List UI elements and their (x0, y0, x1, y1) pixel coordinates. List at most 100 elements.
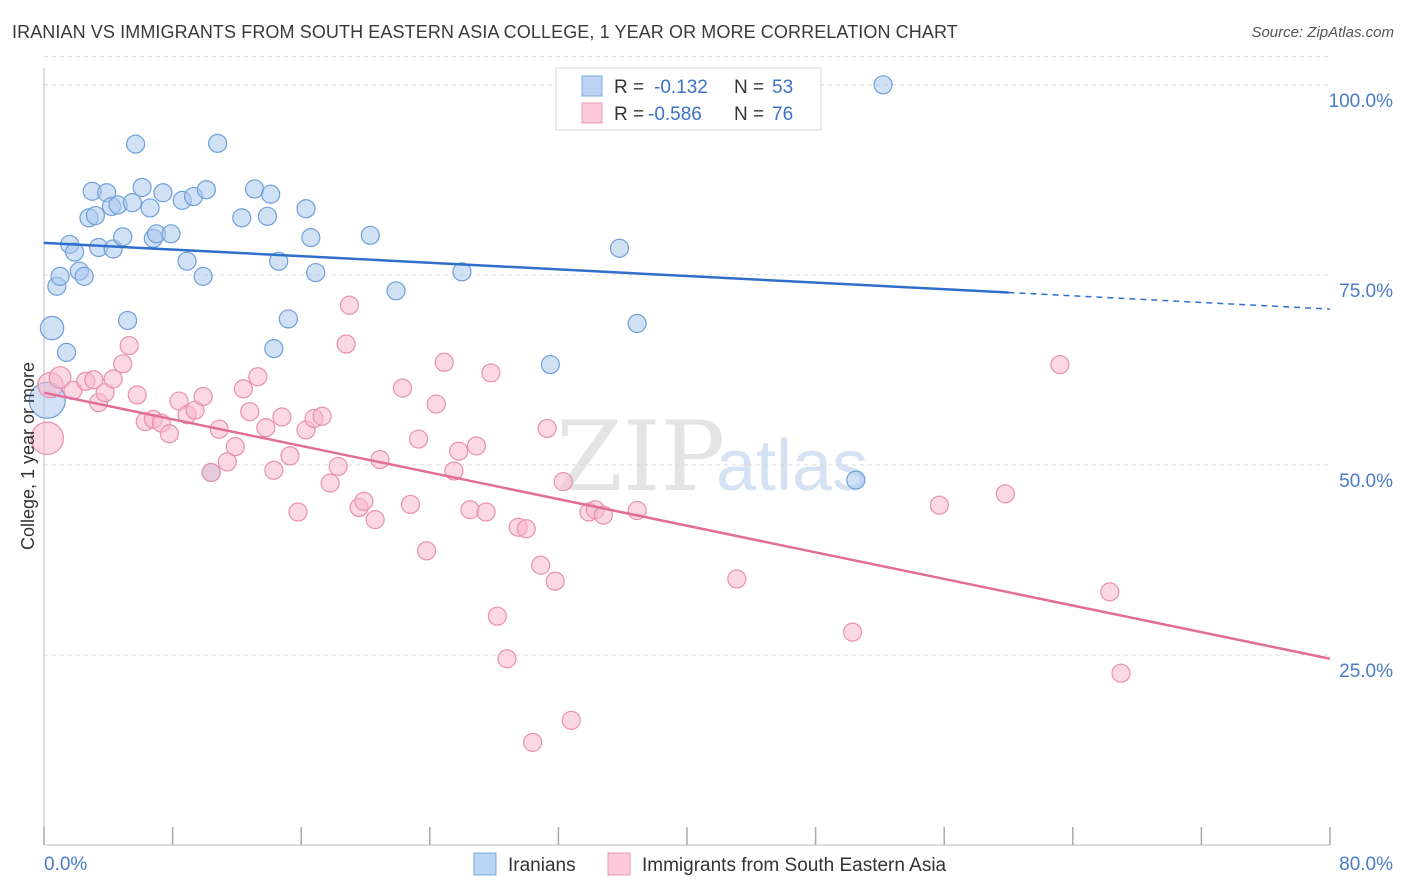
legend-label-sea: Immigrants from South Eastern Asia (642, 855, 947, 876)
stats-r-label-1: R = (614, 77, 644, 98)
legend-swatch-sea (607, 852, 631, 876)
point-south-eastern-asia (995, 484, 1015, 504)
point-iranians (74, 266, 94, 286)
point-south-eastern-asia (30, 421, 65, 456)
point-south-eastern-asia (328, 456, 348, 477)
x-tick-label-min: 0.0% (44, 854, 87, 875)
point-south-eastern-asia (320, 473, 340, 493)
point-iranians (269, 251, 289, 271)
point-south-eastern-asia (240, 402, 260, 422)
y-tick-label: 100.0% (1329, 91, 1394, 112)
point-south-eastern-asia (339, 295, 360, 315)
stats-legend-swatch-sea (581, 102, 603, 124)
point-south-eastern-asia (553, 472, 573, 492)
point-south-eastern-asia (1100, 582, 1120, 602)
point-iranians (627, 313, 647, 334)
chart-title: IRANIAN VS IMMIGRANTS FROM SOUTH EASTERN… (12, 22, 958, 42)
point-south-eastern-asia (280, 446, 300, 466)
stats-legend-swatch-iranians (581, 75, 603, 97)
point-south-eastern-asia (113, 354, 133, 374)
point-south-eastern-asia (449, 441, 469, 461)
stats-r-value-2: -0.586 (648, 104, 702, 125)
point-south-eastern-asia (497, 649, 517, 669)
y-tick-label: 50.0% (1339, 471, 1393, 492)
watermark-zip: ZIP (556, 401, 725, 513)
point-iranians (122, 193, 143, 213)
chart-source: Source: ZipAtlas.com (1251, 24, 1394, 41)
point-south-eastern-asia (1050, 354, 1070, 375)
x-ticks (43, 827, 1331, 845)
point-iranians (278, 309, 298, 329)
stats-n-value-1: 53 (772, 77, 793, 98)
trend-line-iranians (43, 241, 1009, 294)
point-south-eastern-asia (288, 502, 308, 522)
stats-n-label-1: N = (734, 77, 764, 98)
point-iranians (386, 281, 406, 301)
point-south-eastern-asia (537, 418, 557, 439)
point-iranians (208, 133, 228, 153)
point-iranians (296, 199, 316, 219)
stats-n-label-2: N = (734, 104, 764, 125)
legend-label-iranians: Iranians (508, 855, 576, 876)
point-south-eastern-asia (370, 449, 390, 470)
point-south-eastern-asia (256, 418, 276, 438)
point-iranians (132, 177, 152, 198)
point-south-eastern-asia (523, 732, 543, 752)
point-south-eastern-asia (545, 571, 565, 591)
point-south-eastern-asia (426, 394, 446, 414)
point-south-eastern-asia (460, 500, 480, 520)
point-south-eastern-asia (392, 378, 413, 398)
point-south-eastern-asia (225, 437, 245, 457)
point-iranians (50, 266, 70, 286)
trend-line-iranians-extension (1008, 291, 1331, 310)
point-iranians (846, 470, 866, 490)
point-iranians (140, 198, 160, 218)
point-south-eastern-asia (434, 352, 454, 372)
point-south-eastern-asia (84, 370, 104, 390)
trend-line-south-eastern-asia (43, 391, 1331, 660)
point-south-eastern-asia (531, 555, 551, 575)
point-iranians (873, 75, 893, 95)
point-iranians (257, 206, 278, 226)
stats-r-value-1: -0.132 (654, 77, 708, 98)
point-south-eastern-asia (416, 541, 437, 561)
point-south-eastern-asia (842, 622, 863, 642)
point-south-eastern-asia (233, 379, 253, 399)
point-south-eastern-asia (193, 386, 213, 407)
point-south-eastern-asia (476, 502, 496, 522)
point-south-eastern-asia (312, 406, 332, 426)
watermark: ZIP atlas (556, 401, 868, 513)
point-south-eastern-asia (336, 334, 356, 354)
point-iranians (264, 338, 284, 359)
point-south-eastern-asia (466, 436, 487, 456)
stats-r-label-2: R = (614, 104, 644, 125)
point-iranians (161, 224, 181, 244)
point-iranians (196, 180, 216, 200)
point-south-eastern-asia (487, 606, 507, 626)
point-south-eastern-asia (354, 491, 374, 511)
point-south-eastern-asia (929, 495, 949, 515)
series-legend: Iranians Immigrants from South Eastern A… (473, 852, 947, 876)
y-tick-label: 25.0% (1339, 661, 1393, 682)
point-south-eastern-asia (727, 569, 747, 589)
gridlines (44, 56, 1330, 656)
point-south-eastern-asia (400, 494, 421, 515)
point-iranians (153, 183, 173, 203)
point-iranians (261, 184, 281, 204)
point-iranians (301, 228, 321, 248)
trend-lines (43, 241, 1331, 660)
point-iranians (113, 227, 133, 247)
stats-n-value-2: 76 (772, 104, 793, 125)
point-south-eastern-asia (516, 519, 536, 539)
data-points (28, 75, 1131, 752)
point-south-eastern-asia (119, 335, 139, 356)
point-iranians (64, 242, 85, 262)
point-south-eastern-asia (561, 710, 581, 730)
y-tick-labels: 25.0% 50.0% 75.0% 100.0% (1329, 91, 1394, 682)
point-south-eastern-asia (248, 367, 268, 387)
point-iranians (244, 179, 265, 199)
point-iranians (85, 205, 106, 226)
point-iranians (56, 342, 77, 362)
point-south-eastern-asia (103, 369, 123, 389)
